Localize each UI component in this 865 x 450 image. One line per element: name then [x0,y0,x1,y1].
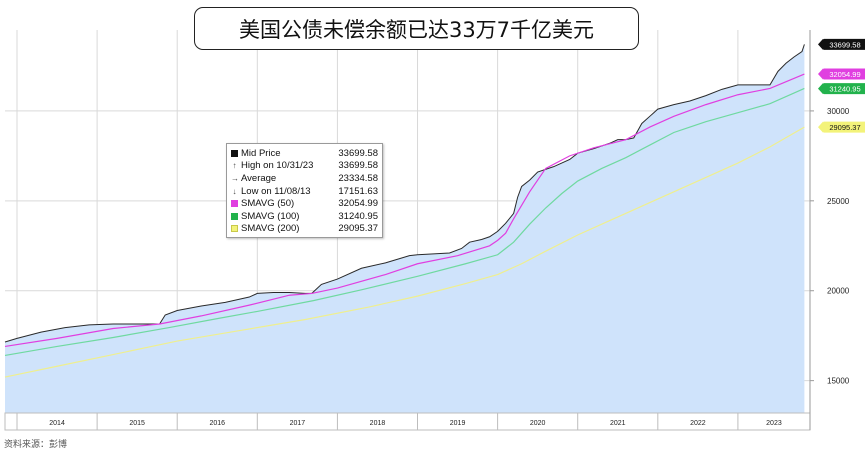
last-value-tag [823,121,865,133]
y-tick-label: 25000 [827,197,850,206]
last-value-label: 32054.99 [829,70,860,79]
legend-label: High on 10/31/23 [241,160,314,172]
legend-row-smavg-200: SMAVG (200) 29095.37 [231,223,378,236]
chart-title-text: 美国公债未偿余额已达33万7千亿美元 [238,17,595,42]
last-value-label: 33699.58 [829,40,860,49]
legend-row-low: ↓ Low on 11/08/13 17151.63 [231,185,379,198]
last-value-tag [823,83,865,95]
legend-row-average: → Average 23334.58 [231,172,378,185]
last-value-tag-pointer [818,121,823,133]
smavg-100-line [4,87,805,357]
x-tick-label: 2019 [450,420,466,427]
legend-value: 33699.58 [338,147,378,159]
yellow-square-icon [231,225,238,233]
smavg-200-line [4,126,805,378]
low-arrow-icon: ↓ [232,186,237,196]
legend-value: 17151.63 [338,185,378,197]
legend-row-smavg-50: SMAVG (50) 32054.99 [231,197,378,210]
chart-title: 美国公债未偿余额已达33万7千亿美元 [194,7,639,50]
last-value-label: 31240.95 [829,85,860,94]
legend-value: 32054.99 [338,198,378,210]
legend-label: Average [241,172,277,184]
y-tick-label: 15000 [827,377,850,386]
x-tick-label: 2015 [129,420,145,427]
legend-label: Mid Price [241,147,281,159]
legend-value: 33699.58 [338,160,378,172]
legend-row-smavg-100: SMAVG (100) 31240.95 [231,210,378,223]
legend-value: 29095.37 [338,223,378,235]
legend-label: SMAVG (200) [241,223,300,235]
last-value-tag-pointer [818,68,823,80]
smavg-50-line [4,73,805,348]
y-tick-label: 20000 [827,287,850,296]
y-tick-label: 30000 [827,107,850,116]
last-value-tag [823,38,865,50]
average-dash-icon: → [231,173,239,183]
x-tick-label: 2017 [290,420,306,427]
x-tick-label: 2022 [690,420,706,427]
last-value-tag [823,68,865,80]
legend-value: 23334.58 [338,172,378,184]
last-value-label: 29095.37 [829,123,860,132]
x-tick-label: 2014 [49,420,65,427]
last-value-tag-pointer [818,38,823,50]
x-tick-label: 2020 [530,420,546,427]
legend-label: SMAVG (100) [241,210,300,222]
green-square-icon [231,212,238,220]
legend-label: Low on 11/08/13 [241,185,311,197]
mid-price-marker-icon [231,149,238,157]
legend-row-mid-price: Mid Price 33699.58 [231,147,378,160]
last-value-tag-pointer [818,83,823,95]
legend-row-high: ↑ High on 10/31/23 33699.58 [231,160,379,173]
x-tick-label: 2021 [610,420,626,427]
x-tick-label: 2023 [766,420,782,427]
mid-price-line [4,44,805,343]
magenta-square-icon [231,200,238,208]
legend-label: SMAVG (50) [241,198,295,210]
legend-value: 31240.95 [338,210,378,222]
x-tick-label: 2018 [370,420,386,427]
x-tick-label: 2016 [209,420,225,427]
high-arrow-icon: ↑ [232,161,237,171]
legend: Mid Price 33699.58 ↑ High on 10/31/23 33… [226,143,383,238]
